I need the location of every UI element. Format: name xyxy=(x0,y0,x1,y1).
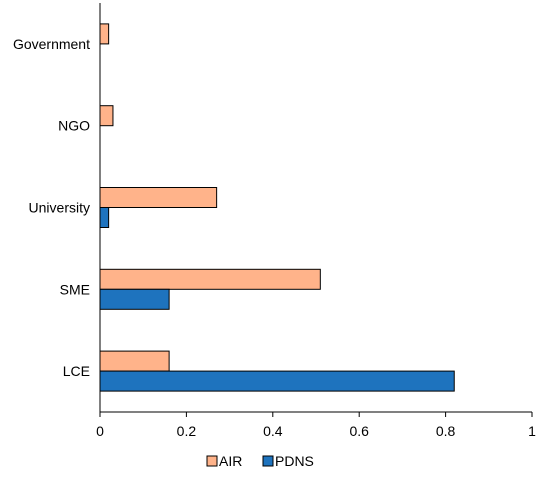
bar-pdns-sme xyxy=(99,288,170,310)
bar-air-government xyxy=(99,23,110,45)
category-label-university: University xyxy=(29,200,90,216)
x-tick-label: 0.8 xyxy=(436,423,456,439)
bar-air-lce xyxy=(99,350,170,372)
labels-layer: Government NGO University SME LCE 0 0.2 0.4 0.6 0… xyxy=(13,36,536,439)
bar-pdns-lce xyxy=(99,370,455,392)
x-tick-label: 1 xyxy=(528,423,536,439)
category-label-ngo: NGO xyxy=(58,118,90,134)
bar-air-ngo xyxy=(99,105,114,127)
x-tick-label: 0.4 xyxy=(263,423,283,439)
bar-pdns-university xyxy=(99,207,110,228)
legend: AIR PDNS xyxy=(206,453,314,469)
category-label-government: Government xyxy=(13,36,90,52)
category-label-lce: LCE xyxy=(63,363,90,379)
legend-swatch-pdns xyxy=(262,455,274,467)
bars-layer xyxy=(99,23,455,392)
x-tick-label: 0.2 xyxy=(177,423,197,439)
legend-label-pdns: PDNS xyxy=(275,453,314,469)
bar-air-university xyxy=(99,187,218,208)
legend-swatch-air xyxy=(206,455,218,467)
x-tick-label: 0.6 xyxy=(349,423,369,439)
bar-air-sme xyxy=(99,268,321,290)
axes-layer xyxy=(99,3,533,417)
category-label-sme: SME xyxy=(60,281,90,297)
legend-label-air: AIR xyxy=(219,453,242,469)
x-tick-label: 0 xyxy=(96,423,104,439)
